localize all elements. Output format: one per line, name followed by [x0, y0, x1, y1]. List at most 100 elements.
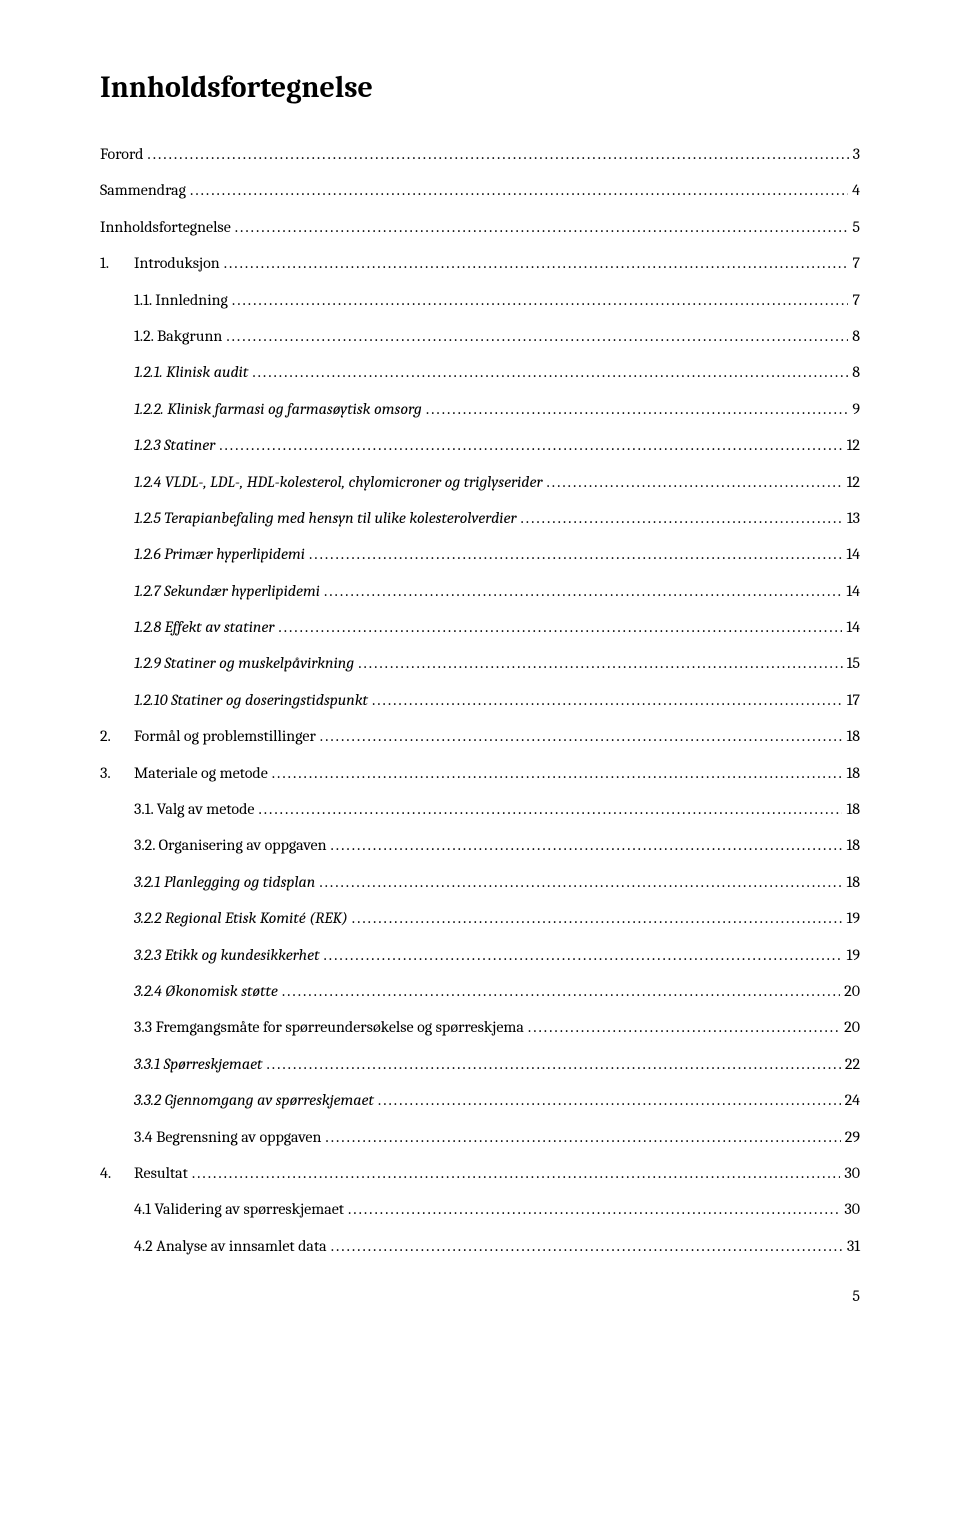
toc-entry-label: 1.2.1. Klinisk audit	[134, 361, 248, 383]
toc-entry-page: 30	[844, 1198, 860, 1220]
toc-entry-number: 4.	[100, 1162, 134, 1184]
toc-entry-label: Forord	[100, 143, 143, 165]
toc-leader-dots	[192, 1162, 841, 1184]
toc-leader-dots	[190, 179, 848, 201]
toc-entry-text: Resultat	[134, 1164, 188, 1182]
toc-entry-label: 2.Formål og problemstillinger	[100, 725, 316, 747]
toc-leader-dots	[147, 143, 848, 165]
toc-leader-dots	[320, 725, 843, 747]
toc-entry-page: 22	[845, 1053, 860, 1075]
toc-entry-label: 3.2.3 Etikk og kundesikkerhet	[134, 944, 320, 966]
toc-leader-dots	[426, 398, 849, 420]
toc-leader-dots	[372, 689, 843, 711]
toc-leader-dots	[325, 1126, 840, 1148]
toc-entry-page: 19	[847, 944, 860, 966]
toc-leader-dots	[224, 252, 849, 274]
toc-entry: 3.Materiale og metode 18	[100, 762, 860, 784]
toc-entry: 1.1. Innledning 7	[100, 289, 860, 311]
toc-entry-page: 7	[852, 289, 860, 311]
toc-entry-page: 18	[846, 871, 860, 893]
toc-entry-label: 4.1 Validering av spørreskjemaet	[134, 1198, 344, 1220]
toc-entry-number: 1.	[100, 252, 134, 274]
toc-entry-label: 1.2.5 Terapianbefaling med hensyn til ul…	[134, 507, 517, 529]
toc-entry-label: Innholdsfortegnelse	[100, 216, 231, 238]
toc-entry-label: 3.4 Begrensning av oppgaven	[134, 1126, 321, 1148]
toc-entry: 1.Introduksjon 7	[100, 252, 860, 274]
toc-leader-dots	[324, 580, 842, 602]
toc-entry-label: 4.Resultat	[100, 1162, 188, 1184]
toc-leader-dots	[226, 325, 848, 347]
toc-entry: 3.3.1 Spørreskjemaet 22	[100, 1053, 860, 1075]
toc-leader-dots	[521, 507, 843, 529]
toc-entry-label: 1.2. Bakgrunn	[134, 325, 222, 347]
toc-leader-dots	[319, 871, 842, 893]
toc-entry-label: 3.3 Fremgangsmåte for spørreundersøkelse…	[134, 1016, 524, 1038]
toc-entry-page: 18	[846, 834, 860, 856]
toc-entry-page: 14	[846, 616, 860, 638]
toc-entry: 1.2.10 Statiner og doseringstidspunkt 17	[100, 689, 860, 711]
toc-entry: 4.2 Analyse av innsamlet data 31	[100, 1235, 860, 1257]
toc-leader-dots	[352, 907, 843, 929]
toc-entry: Innholdsfortegnelse 5	[100, 216, 860, 238]
toc-entry-label: 1.2.10 Statiner og doseringstidspunkt	[134, 689, 368, 711]
toc-entry-label: 1.2.6 Primær hyperlipidemi	[134, 543, 305, 565]
toc-entry-label: 3.2. Organisering av oppgaven	[134, 834, 327, 856]
toc-leader-dots	[252, 361, 848, 383]
toc-entry-page: 18	[846, 762, 860, 784]
toc-entry-label: 1.2.7 Sekundær hyperlipidemi	[134, 580, 320, 602]
toc-entry-label: 1.Introduksjon	[100, 252, 220, 274]
toc-leader-dots	[348, 1198, 840, 1220]
toc-entry: 1.2.5 Terapianbefaling med hensyn til ul…	[100, 507, 860, 529]
toc-entry-page: 29	[845, 1126, 860, 1148]
toc-leader-dots	[282, 980, 840, 1002]
toc-entry-page: 18	[846, 798, 860, 820]
toc-entry-page: 3	[853, 143, 860, 165]
toc-leader-dots	[324, 944, 843, 966]
toc-leader-dots	[266, 1053, 840, 1075]
toc-entry: 3.1. Valg av metode 18	[100, 798, 860, 820]
toc-leader-dots	[331, 1235, 843, 1257]
toc-entry-label: 4.2 Analyse av innsamlet data	[134, 1235, 327, 1257]
table-of-contents: Forord 3 Sammendrag 4 Innholdsfortegnelse …	[100, 143, 860, 1257]
toc-entry-text: Introduksjon	[134, 254, 220, 272]
toc-entry: Sammendrag 4	[100, 179, 860, 201]
toc-entry-label: 3.1. Valg av metode	[134, 798, 254, 820]
toc-entry: 1.2.1. Klinisk audit 8	[100, 361, 860, 383]
toc-entry-page: 8	[852, 325, 860, 347]
toc-leader-dots	[547, 471, 843, 493]
toc-leader-dots	[378, 1089, 841, 1111]
toc-entry-page: 14	[846, 543, 860, 565]
toc-entry-label: Sammendrag	[100, 179, 186, 201]
toc-entry-page: 13	[847, 507, 860, 529]
toc-entry-label: 1.2.8 Effekt av statiner	[134, 616, 274, 638]
toc-entry-label: 3.Materiale og metode	[100, 762, 268, 784]
page-title: Innholdsfortegnelse	[100, 70, 860, 105]
toc-entry: 3.2.2 Regional Etisk Komité (REK) 19	[100, 907, 860, 929]
toc-leader-dots	[528, 1016, 840, 1038]
toc-entry-label: 3.2.1 Planlegging og tidsplan	[134, 871, 315, 893]
toc-entry-page: 12	[847, 471, 860, 493]
toc-entry-page: 14	[846, 580, 860, 602]
toc-entry: 1.2.9 Statiner og muskelpåvirkning 15	[100, 652, 860, 674]
toc-leader-dots	[258, 798, 842, 820]
toc-entry: 3.4 Begrensning av oppgaven 29	[100, 1126, 860, 1148]
toc-entry-number: 2.	[100, 725, 134, 747]
toc-leader-dots	[232, 289, 849, 311]
toc-entry: 2.Formål og problemstillinger 18	[100, 725, 860, 747]
toc-leader-dots	[272, 762, 843, 784]
toc-entry-label: 3.3.2 Gjennomgang av spørreskjemaet	[134, 1089, 374, 1111]
toc-entry: 1.2.8 Effekt av statiner 14	[100, 616, 860, 638]
toc-entry: 1.2.7 Sekundær hyperlipidemi 14	[100, 580, 860, 602]
toc-entry: 3.3.2 Gjennomgang av spørreskjemaet 24	[100, 1089, 860, 1111]
toc-entry-page: 24	[845, 1089, 860, 1111]
toc-entry: 1.2.4 VLDL-, LDL-, HDL-kolesterol, chylo…	[100, 471, 860, 493]
toc-entry-text: Materiale og metode	[134, 764, 268, 782]
toc-entry-page: 17	[847, 689, 860, 711]
toc-entry-page: 5	[852, 216, 860, 238]
toc-entry-label: 1.2.4 VLDL-, LDL-, HDL-kolesterol, chylo…	[134, 471, 543, 493]
toc-leader-dots	[235, 216, 849, 238]
toc-entry: 3.3 Fremgangsmåte for spørreundersøkelse…	[100, 1016, 860, 1038]
toc-leader-dots	[331, 834, 843, 856]
toc-entry-label: 1.1. Innledning	[134, 289, 228, 311]
toc-entry-label: 3.3.1 Spørreskjemaet	[134, 1053, 262, 1075]
